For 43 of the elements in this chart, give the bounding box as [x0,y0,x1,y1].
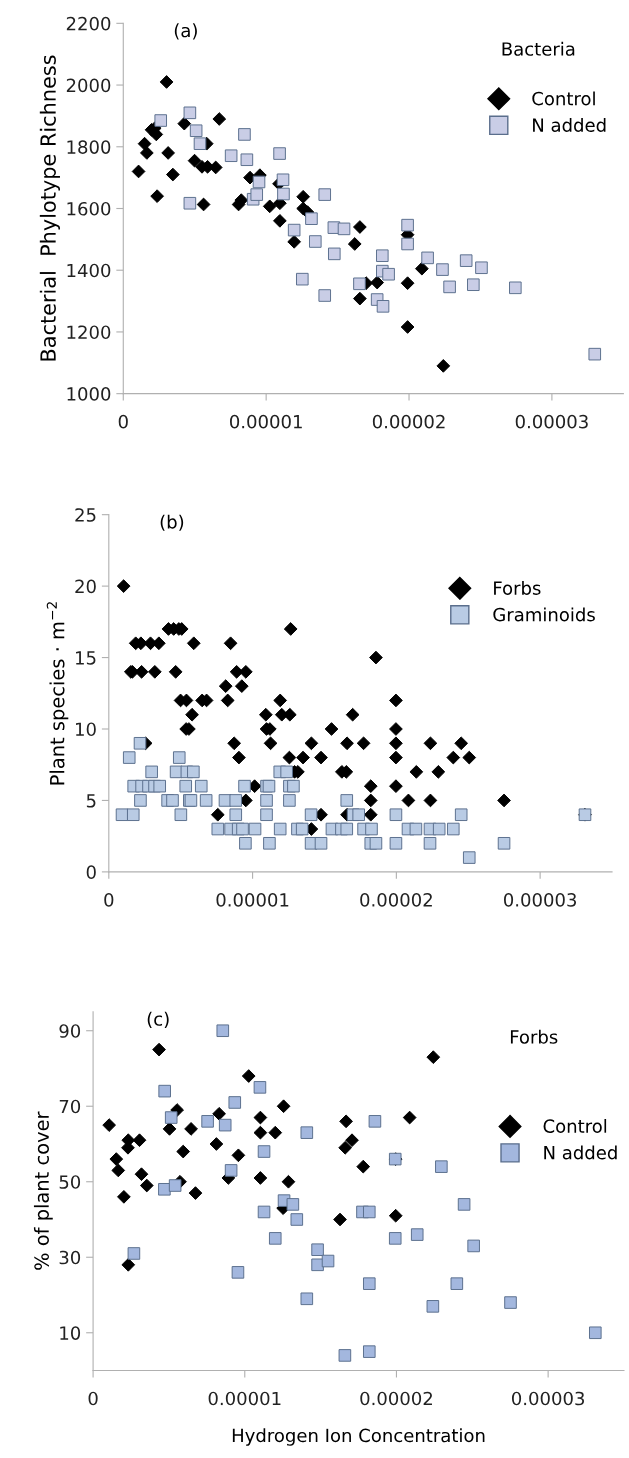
chart-title: (b) [160,514,184,531]
y-axis-title: % of plant cover [33,1111,53,1270]
y-tick-label: 10 [60,1326,81,1340]
x-tick-label: 0.00002 [360,1391,432,1406]
y-tick-label: 25 [75,508,96,522]
legend-label: N added [533,117,606,132]
y-tick-label: 1800 [67,140,111,154]
y-tick-label: 10 [76,722,96,737]
y-tick-label: 1000 [67,387,111,401]
y-tick-label: 1600 [67,201,111,216]
legend-label: Graminoids [493,607,595,622]
y-tick-label: 15 [76,651,96,665]
legend-label: Control [543,1118,607,1133]
legend-label: N added [544,1145,617,1160]
x-tick-label: 0.00003 [511,1391,585,1406]
x-tick-label: 0.00001 [216,893,289,907]
y-tick-label: 20 [75,579,96,594]
x-tick-label: 0.00002 [372,414,445,429]
y-tick-label: 0 [86,865,96,879]
y-tick-label: 90 [59,1024,81,1038]
x-tick-label: 0.00003 [515,414,588,429]
y-tick-label: 70 [59,1099,81,1114]
y-tick-label: 2200 [66,16,111,31]
y-axis-title: Plant species · m$^{−2}$ [46,602,69,785]
y-axis-title: Bacterial Phylotype Richness [39,55,60,361]
y-tick-label: 50 [59,1175,81,1189]
legend-label: Forbs [494,580,541,595]
x-tick-label: 0.00003 [503,893,577,907]
x-tick-label: 0.00001 [230,414,302,429]
y-tick-label: 1400 [67,263,111,278]
y-tick-label: 30 [59,1250,81,1265]
y-tick-label: 2000 [66,78,111,93]
legend-label: Control [532,91,595,106]
x-tick-label: 0.00002 [360,893,432,907]
y-tick-label: 5 [86,794,96,808]
chart-title: (c) [147,1011,169,1028]
chart-title: (a) [174,23,197,40]
text: Forbs [510,1029,558,1044]
x-tick-label: 0.00001 [208,1391,281,1406]
x-tick-label: 0 [118,414,128,429]
text: Bacteria [502,41,575,56]
x-axis-title: Hydrogen Ion Concentration [232,1428,485,1446]
y-tick-label: 1200 [67,325,111,340]
